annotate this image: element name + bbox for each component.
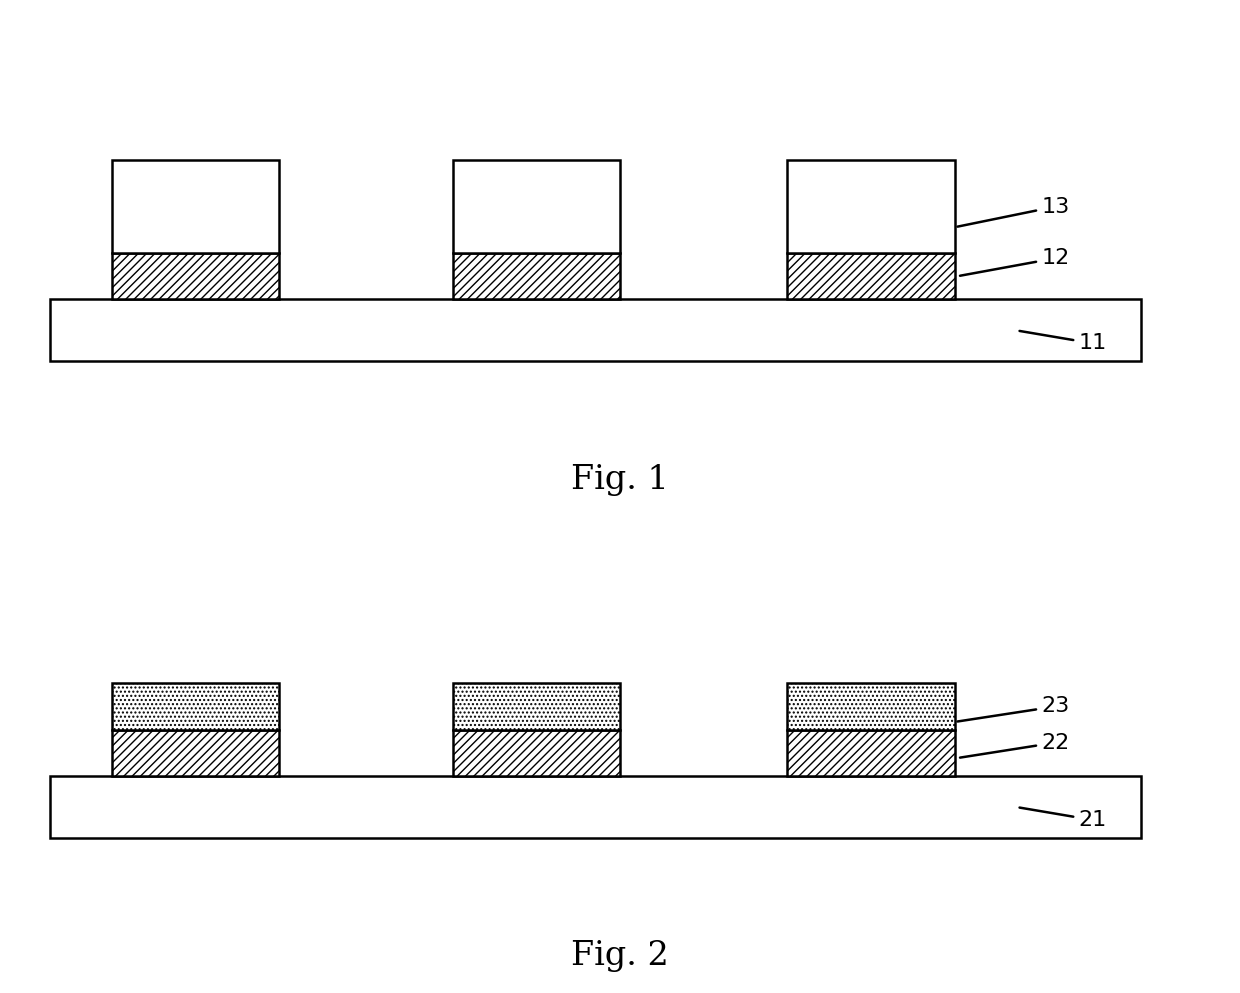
Text: 21: 21 bbox=[1019, 807, 1107, 830]
Text: 22: 22 bbox=[960, 733, 1070, 758]
Text: 23: 23 bbox=[957, 696, 1070, 722]
Text: Fig. 2: Fig. 2 bbox=[572, 940, 668, 972]
Text: 12: 12 bbox=[960, 248, 1070, 276]
Bar bbox=[50, 300, 1141, 361]
Bar bbox=[787, 730, 955, 777]
Bar bbox=[453, 253, 620, 300]
Bar bbox=[787, 253, 955, 300]
Bar bbox=[112, 160, 279, 253]
Bar bbox=[453, 730, 620, 777]
Bar bbox=[787, 683, 955, 730]
Bar bbox=[50, 777, 1141, 838]
Bar bbox=[453, 683, 620, 730]
Text: 11: 11 bbox=[1019, 331, 1107, 354]
Text: 13: 13 bbox=[957, 197, 1070, 226]
Bar bbox=[787, 160, 955, 253]
Bar bbox=[453, 160, 620, 253]
Bar bbox=[112, 730, 279, 777]
Bar bbox=[112, 683, 279, 730]
Text: Fig. 1: Fig. 1 bbox=[572, 464, 668, 496]
Bar bbox=[112, 253, 279, 300]
